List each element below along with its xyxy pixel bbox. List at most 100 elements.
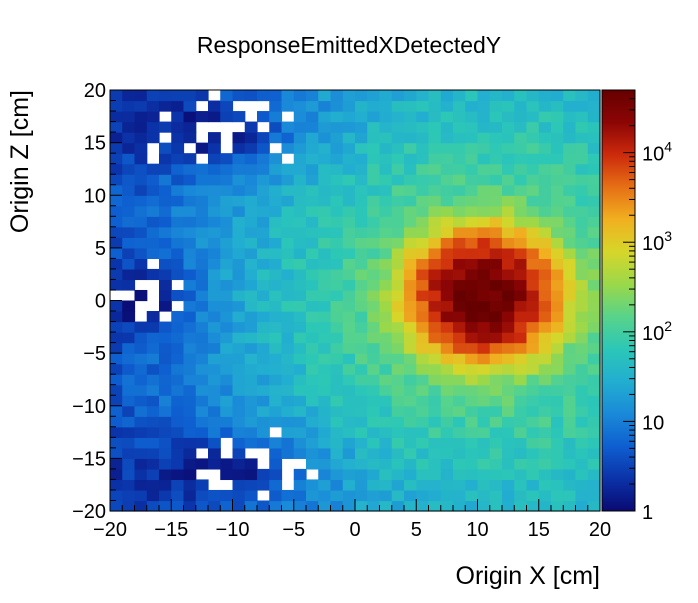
heatmap-cell <box>440 300 454 312</box>
heatmap-cell <box>453 300 466 312</box>
heatmap-cell <box>416 268 430 281</box>
heatmap-cell <box>355 111 368 123</box>
heatmap-cell <box>575 342 589 354</box>
heatmap-cell <box>134 174 148 186</box>
heatmap-cell <box>195 163 209 175</box>
heatmap-cell <box>379 458 393 470</box>
y-tick-label: 0 <box>95 291 106 313</box>
heatmap-cell <box>342 321 356 333</box>
heatmap-cell <box>269 163 283 175</box>
heatmap-cell <box>404 226 417 238</box>
heatmap-cell <box>171 437 185 449</box>
heatmap-cell <box>440 363 454 375</box>
heatmap-cell <box>342 332 356 344</box>
heatmap-cell <box>575 163 589 175</box>
heatmap-cell <box>232 268 246 281</box>
heatmap-cell <box>257 374 270 386</box>
heatmap-cell <box>134 163 148 175</box>
heatmap-cell <box>453 416 466 428</box>
heatmap-cell <box>220 174 234 186</box>
heatmap-cell <box>379 121 393 133</box>
heatmap-cell <box>538 342 552 354</box>
heatmap-cell <box>404 205 417 217</box>
heatmap-cell <box>489 258 503 270</box>
heatmap-cell <box>110 258 123 270</box>
heatmap-cell <box>244 300 258 312</box>
heatmap-cell <box>477 100 491 112</box>
heatmap-cell <box>293 363 307 375</box>
heatmap-cell <box>404 489 417 502</box>
heatmap-cell <box>551 121 564 133</box>
heatmap-cell <box>502 458 515 470</box>
heatmap-cell <box>379 289 393 302</box>
heatmap-cell <box>281 237 295 249</box>
heatmap-cell <box>416 195 430 207</box>
heatmap-cell <box>293 247 307 260</box>
heatmap-cell <box>281 395 295 407</box>
heatmap-cell <box>551 300 564 312</box>
heatmap-cell <box>587 258 601 270</box>
heatmap-cell <box>404 437 417 449</box>
heatmap-cell <box>183 132 197 144</box>
heatmap-cell <box>232 426 246 438</box>
heatmap-cell <box>306 405 319 417</box>
heatmap-cell <box>551 447 564 459</box>
heatmap-cell <box>587 363 601 375</box>
heatmap-cell <box>575 426 589 438</box>
heatmap-cell <box>318 311 332 323</box>
heatmap-cell <box>318 111 332 123</box>
heatmap-cell <box>171 163 185 175</box>
heatmap-cell <box>293 184 307 196</box>
heatmap-cell <box>183 447 197 459</box>
heatmap-cell <box>477 90 491 102</box>
heatmap-cell <box>110 426 123 438</box>
heatmap-cell <box>134 111 148 123</box>
heatmap-cell <box>269 437 283 449</box>
heatmap-cell <box>489 279 503 291</box>
heatmap-cell <box>269 479 283 491</box>
heatmap-cell <box>220 468 234 481</box>
heatmap-cell <box>232 132 246 144</box>
heatmap-cell <box>391 268 405 281</box>
heatmap-cell <box>122 268 136 281</box>
heatmap-cell <box>367 332 381 344</box>
heatmap-cell <box>244 363 258 375</box>
heatmap-cell <box>367 174 381 186</box>
heatmap-cell <box>318 216 332 228</box>
heatmap-cell <box>489 374 503 386</box>
heatmap-cell <box>575 311 589 323</box>
heatmap-cell <box>587 500 601 512</box>
heatmap-cell <box>208 447 221 459</box>
heatmap-cell <box>587 279 601 291</box>
heatmap-cell <box>318 247 332 260</box>
heatmap-cell <box>526 489 540 502</box>
heatmap-cell <box>587 268 601 281</box>
heatmap-cell <box>514 258 528 270</box>
heatmap-cell <box>306 174 319 186</box>
heatmap-cell <box>355 321 368 333</box>
heatmap-cell <box>563 311 577 323</box>
heatmap-cell <box>306 111 319 123</box>
heatmap-cell <box>355 174 368 186</box>
heatmap-cell <box>440 142 454 154</box>
heatmap-cell <box>355 268 368 281</box>
heatmap-cell <box>428 268 442 281</box>
heatmap-cell <box>453 153 466 165</box>
heatmap-cell <box>514 321 528 333</box>
heatmap-cell <box>416 437 430 449</box>
heatmap-cell <box>330 163 344 175</box>
heatmap-cell <box>208 353 221 365</box>
heatmap-cell <box>477 111 491 123</box>
heatmap-cell <box>391 300 405 312</box>
heatmap-cell <box>587 395 601 407</box>
heatmap-cell <box>110 205 123 217</box>
heatmap-cell <box>208 268 221 281</box>
x-tick-label: 20 <box>589 519 611 541</box>
heatmap-cell <box>110 363 123 375</box>
heatmap-cell <box>404 247 417 260</box>
heatmap-cell <box>367 216 381 228</box>
heatmap-cell <box>355 279 368 291</box>
colorbar-label: 1 <box>642 502 653 524</box>
heatmap-cell <box>502 174 515 186</box>
heatmap-cell <box>502 132 515 144</box>
